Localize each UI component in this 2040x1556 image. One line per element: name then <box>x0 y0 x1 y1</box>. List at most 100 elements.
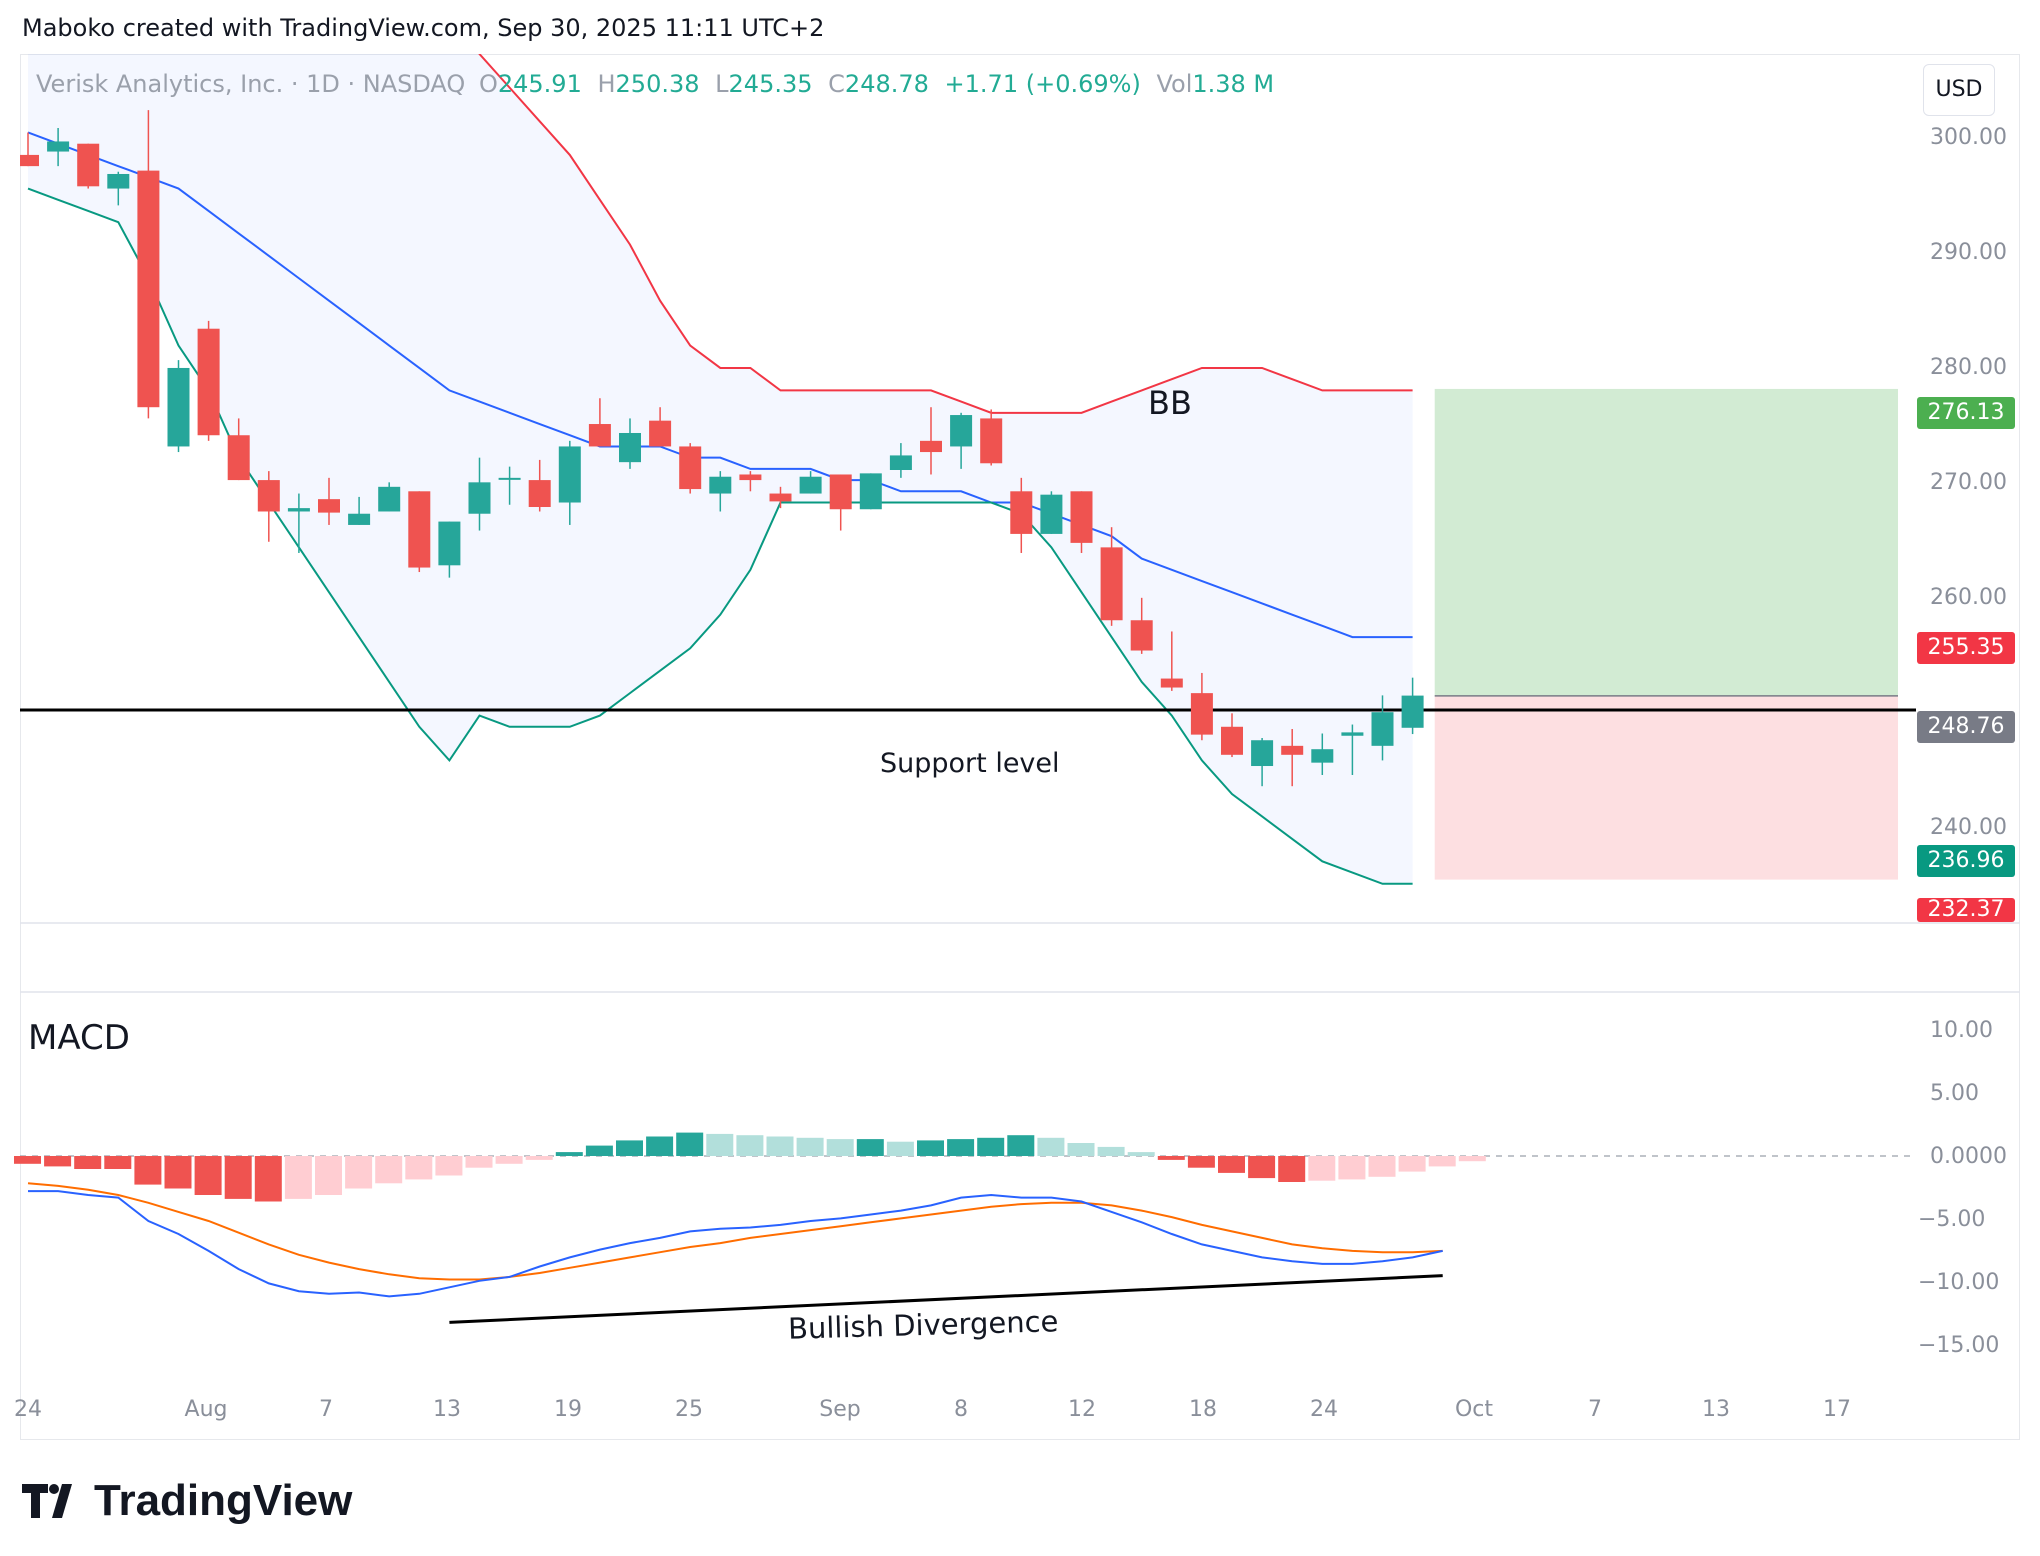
bb-upper-line <box>478 54 1413 414</box>
macd-signal-line <box>27 1182 1443 1281</box>
tradingview-logo-text: TradingView <box>94 1476 353 1525</box>
macd-line <box>28 1190 1443 1298</box>
macd-histogram-bar <box>104 1156 132 1169</box>
macd-histogram-bar <box>1338 1156 1366 1180</box>
candle-body <box>378 486 401 512</box>
macd-histogram-bar <box>736 1135 764 1156</box>
price-tick: 300.00 <box>1930 125 2007 150</box>
macd-tick: 0.0000 <box>1930 1144 2007 1169</box>
price-tick: 280.00 <box>1930 355 2007 380</box>
macd-histogram-bar <box>706 1133 734 1156</box>
date-tick: 13 <box>1702 1397 1730 1422</box>
position-profit-zone <box>1434 388 1898 696</box>
candle-body <box>1100 547 1123 621</box>
candle-body <box>709 476 732 494</box>
macd-tick: −5.00 <box>1918 1207 1986 1232</box>
candle-body <box>107 173 130 189</box>
macd-histogram-bar <box>405 1156 433 1180</box>
macd-histogram-bar <box>435 1156 463 1176</box>
macd-histogram-bar <box>1308 1156 1336 1181</box>
candle-body <box>619 432 641 463</box>
macd-tick: −15.00 <box>1918 1333 2000 1358</box>
currency-button[interactable]: USD <box>1923 64 1995 116</box>
candle-body <box>1371 712 1394 746</box>
candle-body <box>498 477 521 480</box>
legend-close-key: C <box>828 70 845 98</box>
macd-histogram-bar <box>616 1140 643 1156</box>
macd-histogram-bar <box>224 1156 252 1199</box>
candle-body <box>438 521 461 566</box>
macd-histogram-bar <box>826 1139 854 1156</box>
date-tick: Sep <box>819 1397 861 1422</box>
legend-high: 250.38 <box>615 70 700 98</box>
legend-change: +1.71 (+0.69%) <box>944 70 1141 98</box>
candle-body <box>227 435 250 481</box>
date-tick: 18 <box>1189 1397 1217 1422</box>
candle-body <box>980 418 1003 464</box>
price-tag-last: 248.76 <box>1917 711 2015 743</box>
candle-body <box>1160 678 1183 688</box>
candle-body <box>739 474 762 481</box>
candle-body <box>257 480 280 512</box>
candle-body <box>1341 732 1364 736</box>
macd-histogram-bar <box>1458 1156 1486 1162</box>
price-tick: 270.00 <box>1930 470 2007 495</box>
macd-histogram-bar <box>284 1156 312 1199</box>
macd-tick: −10.00 <box>1918 1270 2000 1295</box>
candle-body <box>167 367 190 447</box>
legend-volume-key: Vol <box>1156 70 1193 98</box>
date-tick: Aug <box>184 1397 228 1422</box>
candle-body <box>77 143 100 187</box>
macd-histogram-bar <box>1037 1137 1065 1156</box>
macd-histogram-bar <box>1097 1146 1125 1156</box>
macd-histogram-bar <box>1218 1156 1245 1173</box>
macd-histogram-bar <box>1248 1156 1276 1179</box>
candle-body <box>889 455 912 470</box>
macd-histogram-bar <box>375 1156 403 1184</box>
price-tag-stop: 232.37 <box>1917 898 2015 922</box>
divergence-trend-line <box>449 1274 1443 1324</box>
price-tick: 290.00 <box>1930 240 2007 265</box>
candle-body <box>1281 745 1304 755</box>
macd-histogram-bar <box>796 1137 824 1156</box>
legend-close: 248.78 <box>844 70 929 98</box>
support-level-annotation[interactable]: Support level <box>880 748 1060 779</box>
date-tick: 24 <box>1310 1397 1338 1422</box>
bb-annotation[interactable]: BB <box>1148 384 1192 422</box>
candle-body <box>1221 726 1243 755</box>
macd-histogram-bar <box>947 1139 975 1156</box>
candle-body <box>1010 491 1033 534</box>
date-tick: 8 <box>954 1397 968 1422</box>
macd-histogram-bar <box>1398 1156 1426 1172</box>
candle-body <box>528 480 551 508</box>
chart-header: Maboko created with TradingView.com, Sep… <box>22 14 825 42</box>
candle-body <box>318 499 340 513</box>
macd-histogram-bar <box>585 1145 613 1156</box>
macd-histogram-bar <box>1157 1156 1185 1160</box>
legend-open-key: O <box>478 70 498 98</box>
candle-body <box>859 473 882 510</box>
macd-histogram-bar <box>164 1156 192 1189</box>
price-tag-lower-band: 236.96 <box>1917 845 2015 877</box>
tradingview-logo-icon <box>22 1484 72 1518</box>
tradingview-logo[interactable]: TradingView <box>22 1476 352 1526</box>
macd-histogram-bar <box>676 1132 704 1156</box>
price-tag-target: 276.13 <box>1917 397 2015 429</box>
macd-histogram-bar <box>1007 1135 1035 1156</box>
macd-pane-title: MACD <box>28 1018 130 1058</box>
date-tick: 25 <box>675 1397 703 1422</box>
candle-body <box>799 476 822 494</box>
date-tick: 19 <box>554 1397 582 1422</box>
legend-high-key: H <box>597 70 616 98</box>
candle-body <box>588 424 611 447</box>
candle-body <box>558 446 581 503</box>
macd-histogram-bar <box>315 1156 342 1195</box>
date-tick: 13 <box>433 1397 461 1422</box>
candle-body <box>1040 494 1063 534</box>
price-tick: 260.00 <box>1930 585 2007 610</box>
macd-histogram-bar <box>977 1137 1005 1156</box>
price-tag-middle-band: 255.35 <box>1917 632 2015 664</box>
legend-low-key: L <box>715 70 729 98</box>
candle-body <box>1401 695 1424 728</box>
